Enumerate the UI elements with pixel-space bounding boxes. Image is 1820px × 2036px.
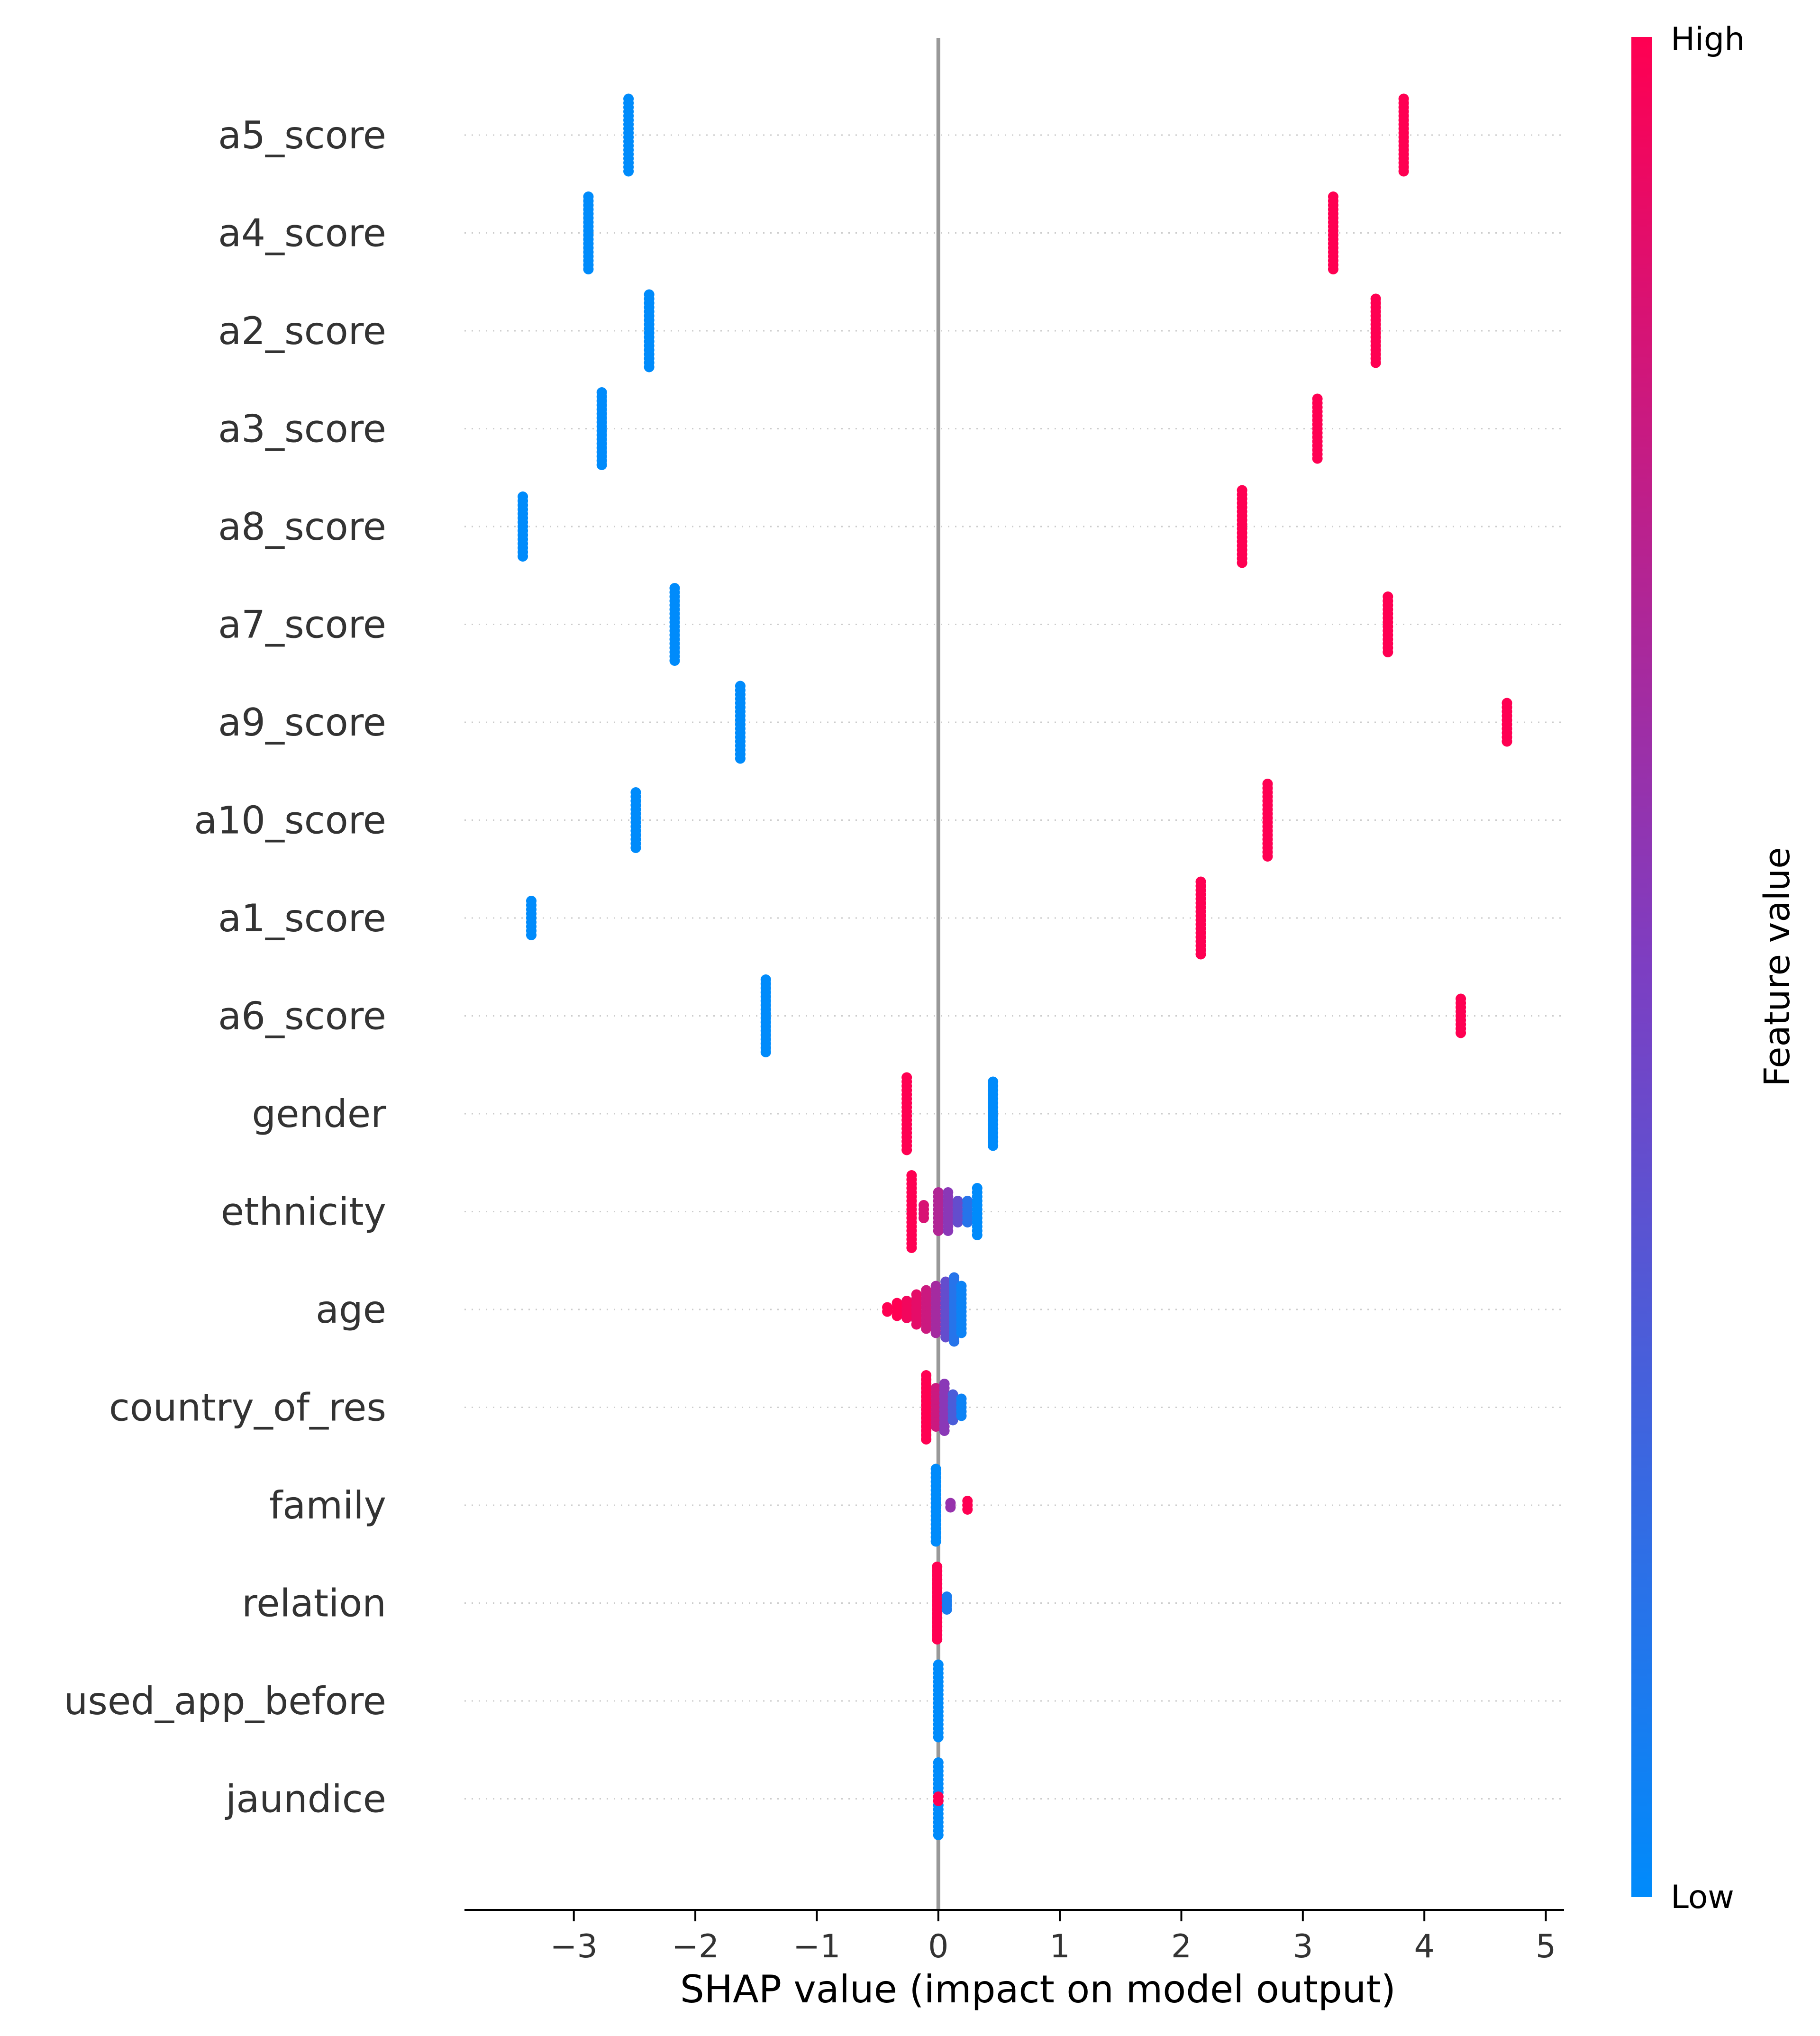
x-tick-label: 1 <box>1049 1928 1070 1965</box>
x-tick-label: −2 <box>672 1928 719 1965</box>
feature-label-ethnicity: ethnicity <box>221 1190 386 1234</box>
shap-point-a6_score <box>760 1047 771 1057</box>
shap-point-jaundice <box>933 1830 944 1840</box>
shap-point-age <box>930 1327 941 1338</box>
shap-point-country_of_res <box>930 1421 941 1432</box>
shap-point-jaundice <box>933 1796 944 1806</box>
shap-point-a3_score <box>596 460 607 470</box>
shap-point-a1_score <box>1195 949 1206 960</box>
shap-point-a3_score <box>1312 453 1323 464</box>
feature-label-family: family <box>269 1483 386 1527</box>
x-tick-label: 5 <box>1536 1928 1556 1965</box>
shap-point-gender <box>988 1140 999 1151</box>
x-axis-label: SHAP value (impact on model output) <box>680 1967 1396 2011</box>
shap-point-age <box>956 1327 967 1338</box>
shap-point-a7_score <box>1383 647 1393 657</box>
feature-label-a8_score: a8_score <box>218 505 386 549</box>
shap-point-family <box>930 1536 941 1547</box>
x-tick-label: 3 <box>1292 1928 1313 1965</box>
shap-point-country_of_res <box>921 1434 932 1445</box>
shap-point-age <box>892 1310 902 1321</box>
colorbar <box>1631 37 1652 1897</box>
shap-point-a4_score <box>583 264 594 274</box>
shap-point-ethnicity <box>933 1226 944 1236</box>
feature-label-a7_score: a7_score <box>218 603 386 647</box>
x-axis-ticks: −3 −2 −1 0 1 2 3 4 5 <box>550 1910 1556 1965</box>
feature-label-relation: relation <box>242 1582 386 1626</box>
shap-point-age <box>901 1313 912 1323</box>
x-tick-label: −1 <box>793 1928 840 1965</box>
shap-point-ethnicity <box>972 1230 983 1240</box>
shap-point-a6_score <box>1456 1027 1466 1038</box>
shap-point-ethnicity <box>952 1217 963 1227</box>
shap-point-ethnicity <box>962 1217 973 1227</box>
shap-point-ethnicity <box>919 1213 929 1223</box>
shap-point-a8_score <box>1237 557 1247 568</box>
shap-point-country_of_res <box>939 1426 950 1436</box>
feature-label-a1_score: a1_score <box>218 896 386 940</box>
feature-label-a2_score: a2_score <box>218 309 386 353</box>
feature-label-a4_score: a4_score <box>218 211 386 255</box>
shap-point-a9_score <box>735 753 746 764</box>
shap-point-a7_score <box>669 655 680 666</box>
feature-label-used_app_before: used_app_before <box>64 1679 386 1723</box>
shap-point-age <box>911 1319 922 1330</box>
x-tick-label: −3 <box>550 1928 598 1965</box>
shap-point-used_app_before <box>933 1732 944 1743</box>
shap-point-a10_score <box>630 843 641 853</box>
colorbar-high-label: High <box>1671 21 1745 58</box>
feature-label-a9_score: a9_score <box>218 700 386 745</box>
feature-label-a10_score: a10_score <box>194 799 386 843</box>
colorbar-low-label: Low <box>1671 1879 1734 1916</box>
feature-label-jaundice: jaundice <box>225 1777 386 1821</box>
x-tick-label: 0 <box>928 1928 948 1965</box>
feature-gridlines <box>464 134 1564 1800</box>
shap-point-country_of_res <box>947 1415 958 1426</box>
feature-label-country_of_res: country_of_res <box>109 1386 386 1430</box>
shap-point-age <box>882 1306 893 1317</box>
shap-point-a2_score <box>1370 357 1381 368</box>
feature-label-a5_score: a5_score <box>218 113 386 157</box>
feature-label-age: age <box>316 1288 386 1332</box>
feature-labels: a5_score a4_score a2_score a3_score a8_score… <box>64 113 387 1821</box>
shap-point-a5_score <box>1398 166 1409 177</box>
shap-point-country_of_res <box>956 1410 967 1421</box>
shap-point-relation <box>932 1634 943 1645</box>
shap-point-ethnicity <box>943 1226 954 1236</box>
shap-point-age <box>940 1332 951 1343</box>
shap-point-a8_score <box>518 551 528 562</box>
x-tick-label: 2 <box>1171 1928 1192 1965</box>
feature-label-a3_score: a3_score <box>218 407 386 451</box>
feature-label-gender: gender <box>252 1092 386 1136</box>
shap-point-ethnicity <box>906 1243 917 1253</box>
shap-point-a10_score <box>1262 851 1273 862</box>
feature-label-a6_score: a6_score <box>218 994 386 1038</box>
shap-point-a4_score <box>1328 264 1338 274</box>
shap-point-family <box>945 1502 956 1513</box>
shap-point-age <box>921 1323 932 1334</box>
shap-point-a2_score <box>644 362 655 373</box>
shap-point-gender <box>901 1145 912 1155</box>
shap-point-relation <box>941 1604 952 1615</box>
colorbar-title: Feature value <box>1757 847 1798 1086</box>
shap-point-family <box>962 1504 973 1515</box>
shap-point-age <box>949 1336 960 1347</box>
shap-points <box>518 93 1512 1840</box>
shap-point-a9_score <box>1502 736 1512 747</box>
x-tick-label: 4 <box>1414 1928 1435 1965</box>
shap-point-a5_score <box>623 166 634 177</box>
shap-point-a1_score <box>526 930 537 940</box>
